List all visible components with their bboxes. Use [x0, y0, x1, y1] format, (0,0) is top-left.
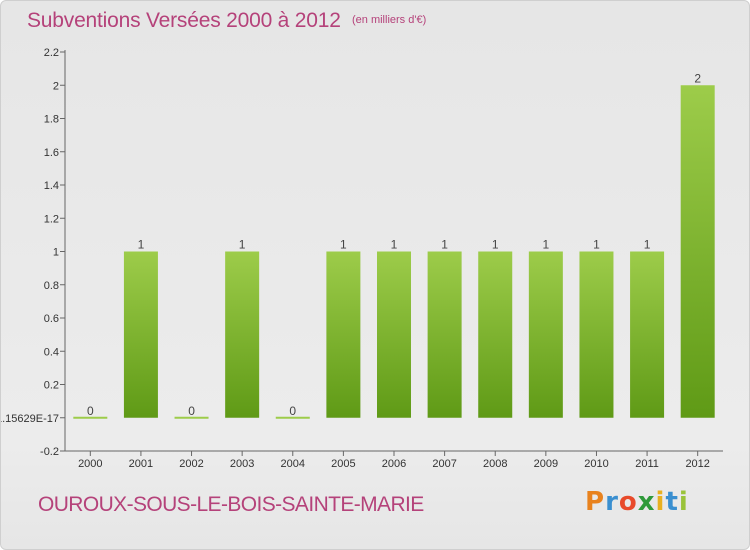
x-tick-label-2004: 2004	[281, 458, 305, 470]
y-tick-label: -0.2	[40, 446, 59, 458]
logo-letter: i	[655, 487, 666, 517]
y-tick-label: 2.2	[44, 47, 59, 59]
logo-letter: r	[605, 487, 619, 517]
y-tick-label: -1.15629E-17	[1, 413, 59, 425]
value-label-2007: 1	[441, 238, 448, 252]
bar-2002	[174, 416, 209, 419]
value-label-2000: 0	[87, 404, 94, 418]
x-tick-label-2008: 2008	[483, 458, 507, 470]
bar-2005	[326, 251, 361, 418]
y-tick-label: 0.4	[44, 346, 59, 358]
x-tick-label-2003: 2003	[230, 458, 254, 470]
bar-2004	[275, 416, 310, 419]
x-tick-label-2010: 2010	[584, 458, 608, 470]
logo-letter: x	[637, 487, 656, 517]
bar-2010	[579, 251, 614, 418]
logo-letter: o	[618, 487, 638, 517]
value-label-2002: 0	[188, 404, 195, 418]
y-tick-label: 0.6	[44, 313, 59, 325]
value-label-2010: 1	[593, 238, 600, 252]
bar-2007	[427, 251, 462, 418]
bar-2000	[73, 416, 108, 419]
proxiti-logo[interactable]: Proxiti	[585, 487, 689, 517]
chart-title: Subventions Versées 2000 à 2012	[27, 9, 341, 32]
unit-label: (en milliers d'€)	[352, 14, 427, 26]
bar-2011	[630, 251, 665, 418]
value-label-2008: 1	[492, 238, 499, 252]
x-tick-label-2006: 2006	[382, 458, 406, 470]
y-tick-label: 2	[53, 80, 59, 92]
x-tick-label-2012: 2012	[685, 458, 709, 470]
x-tick-label-2009: 2009	[534, 458, 558, 470]
x-tick-label-2001: 2001	[129, 458, 153, 470]
value-label-2005: 1	[340, 238, 347, 252]
logo-letter: t	[665, 487, 679, 517]
value-label-2006: 1	[391, 238, 398, 252]
bar-2003	[225, 251, 260, 418]
y-tick-label: 0.2	[44, 380, 59, 392]
x-tick-label-2005: 2005	[331, 458, 355, 470]
y-tick-label: 1.4	[44, 180, 59, 192]
bar-2001	[123, 251, 158, 418]
x-tick-label-2002: 2002	[179, 458, 203, 470]
commune-name: OUROUX-SOUS-LE-BOIS-SAINTE-MARIE	[38, 493, 424, 516]
x-tick-label-2007: 2007	[432, 458, 456, 470]
bar-2008	[478, 251, 513, 418]
bar-2006	[377, 251, 411, 418]
value-label-2009: 1	[543, 238, 550, 252]
value-label-2003: 1	[239, 238, 246, 252]
y-tick-label: 1.2	[44, 213, 59, 225]
logo-letter: P	[585, 487, 606, 517]
logo-letter: i	[678, 487, 689, 517]
y-tick-label: 0.8	[44, 280, 59, 292]
bar-2009	[528, 251, 563, 418]
value-label-2001: 1	[138, 238, 145, 252]
value-label-2011: 1	[644, 238, 651, 252]
y-tick-label: 1.8	[44, 114, 59, 126]
x-tick-label-2011: 2011	[635, 458, 659, 470]
x-tick-label-2000: 2000	[78, 458, 102, 470]
y-tick-label: 1.6	[44, 147, 59, 159]
value-label-2004: 0	[289, 404, 296, 418]
y-tick-label: 1	[53, 247, 59, 259]
value-label-2012: 2	[694, 71, 701, 85]
bar-2012	[680, 85, 715, 418]
